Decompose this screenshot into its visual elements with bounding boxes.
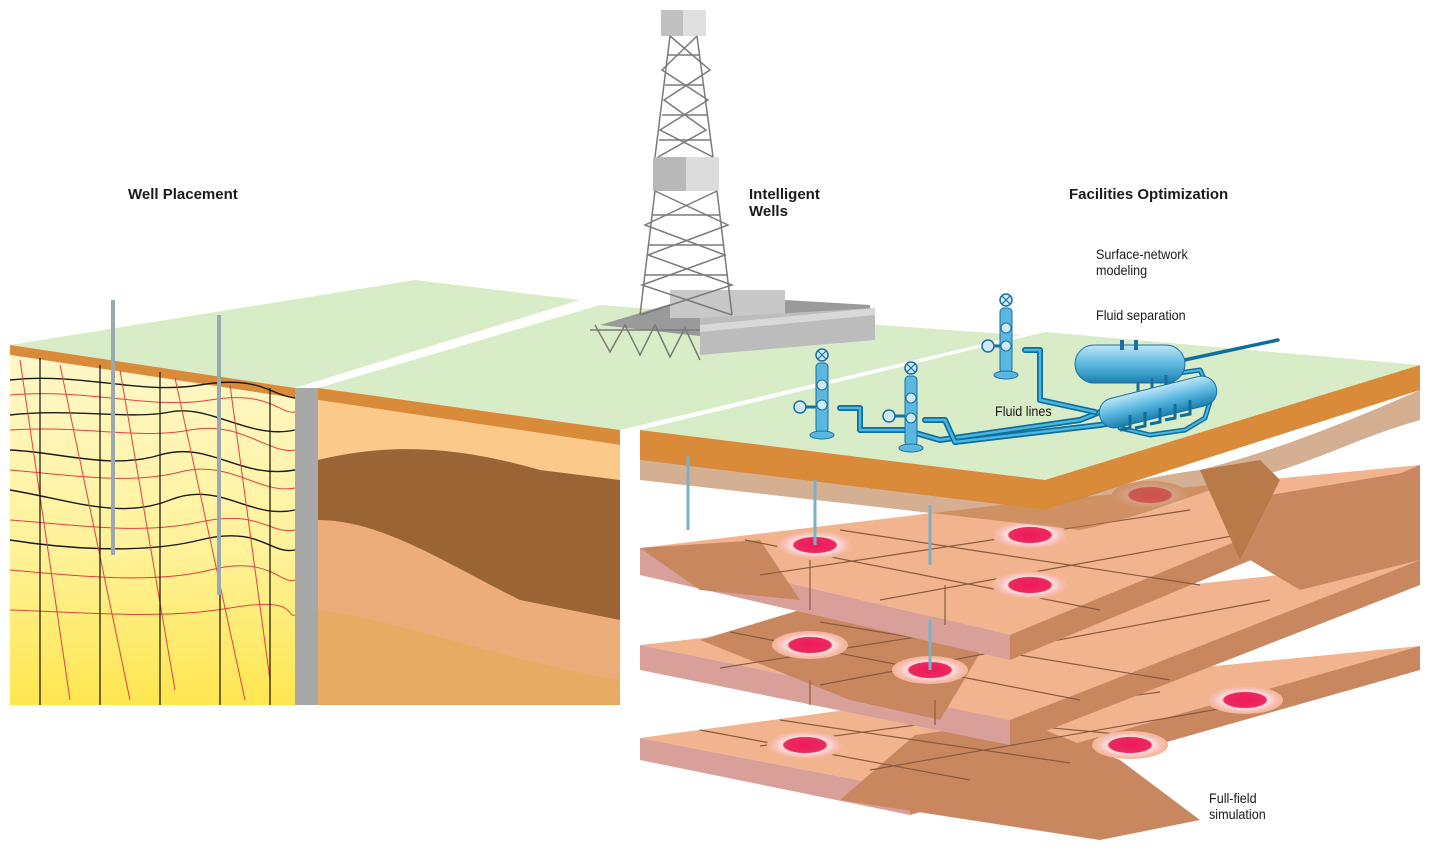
derrick-tower-icon bbox=[590, 10, 875, 361]
label-surface-network: Surface-network modeling bbox=[1096, 246, 1188, 278]
fault-zone bbox=[1240, 470, 1420, 590]
label-full-field-simulation: Full-field simulation bbox=[1209, 790, 1266, 822]
fault-shadow bbox=[1200, 460, 1280, 560]
seismic-block bbox=[9, 280, 580, 705]
wellhead-valve-tree-icon bbox=[793, 293, 1019, 453]
well-bores bbox=[686, 455, 932, 670]
label-intelligent-wells: Intelligent Wells bbox=[749, 186, 820, 220]
label-well-placement: Well Placement bbox=[128, 186, 238, 203]
separator-vessel-icon bbox=[1074, 340, 1218, 432]
label-facilities-optimization: Facilities Optimization bbox=[1069, 186, 1229, 203]
label-fluid-separation: Fluid separation bbox=[1096, 307, 1186, 323]
label-fluid-lines: Fluid lines bbox=[995, 403, 1052, 419]
surface-slab bbox=[640, 332, 1420, 530]
